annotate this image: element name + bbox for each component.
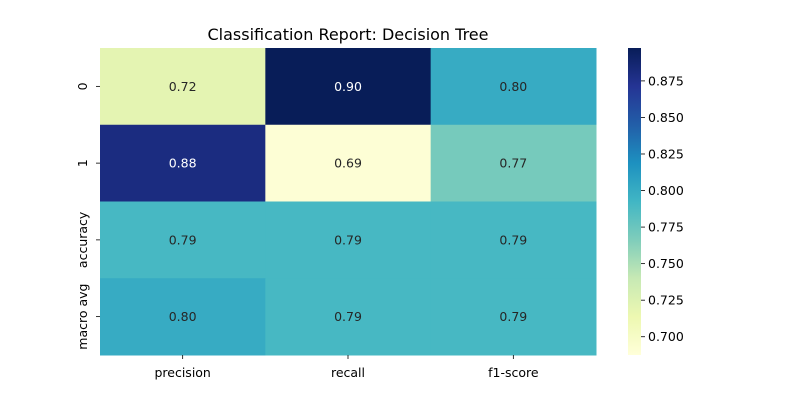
- heatmap-cell: [100, 278, 266, 356]
- heatmap-cell: [265, 201, 432, 279]
- colorbar: 0.700 0.725 0.750 0.775 0.800 0.825 0.850 0.875: [628, 48, 684, 355]
- column-label: precision: [154, 365, 210, 380]
- heatmap-cell: [265, 278, 432, 356]
- cell-value-label: 0.72: [169, 79, 197, 94]
- row-labels: 0 1 accuracy macro avg: [75, 82, 100, 350]
- row-label: accuracy: [75, 211, 90, 268]
- cell-value-label: 0.88: [169, 156, 197, 171]
- heatmap-cell: [265, 124, 432, 202]
- cell-value-label: 0.79: [334, 232, 362, 247]
- heatmap-cell: [265, 48, 432, 126]
- heatmap-cell: [430, 278, 597, 356]
- cell-value-label: 0.79: [169, 232, 197, 247]
- heatmap-cell: [100, 48, 266, 126]
- cell-value-label: 0.69: [334, 156, 362, 171]
- cell-value-label: 0.80: [169, 309, 197, 324]
- column-label: recall: [331, 365, 365, 380]
- heatmap-cell: [430, 48, 597, 126]
- colorbar-tick-label: 0.800: [648, 183, 684, 198]
- heatmap-cell: [430, 124, 597, 202]
- chart-title: Classification Report: Decision Tree: [207, 25, 488, 44]
- cell-value-label: 0.79: [499, 232, 527, 247]
- colorbar-tick-label: 0.775: [648, 220, 684, 235]
- cell-value-label: 0.77: [499, 156, 527, 171]
- heatmap-cell: [100, 124, 266, 202]
- heatmap-cell: [430, 201, 597, 279]
- colorbar-tick-label: 0.850: [648, 110, 684, 125]
- colorbar-tick-label: 0.725: [648, 293, 684, 308]
- colorbar-ticks: 0.700 0.725 0.750 0.775 0.800 0.825 0.850 0.875: [641, 73, 684, 344]
- cell-value-label: 0.80: [499, 79, 527, 94]
- colorbar-tick-label: 0.700: [648, 329, 684, 344]
- row-label: macro avg: [75, 284, 90, 350]
- colorbar-tick-label: 0.825: [648, 146, 684, 161]
- row-label: 1: [75, 159, 90, 167]
- colorbar-gradient: [628, 48, 641, 355]
- heatmap-cells: 0.72 0.90 0.80 0.88 0.69 0.77 0.79 0.79 0.79 0.80…: [100, 48, 597, 356]
- column-label: f1-score: [488, 365, 539, 380]
- colorbar-tick-label: 0.875: [648, 73, 684, 88]
- row-label: 0: [75, 82, 90, 90]
- colorbar-tick-label: 0.750: [648, 256, 684, 271]
- column-labels: precision recall f1-score: [154, 355, 539, 380]
- cell-value-label: 0.90: [334, 79, 362, 94]
- heatmap-cell: [100, 201, 266, 279]
- cell-value-label: 0.79: [499, 309, 527, 324]
- cell-value-label: 0.79: [334, 309, 362, 324]
